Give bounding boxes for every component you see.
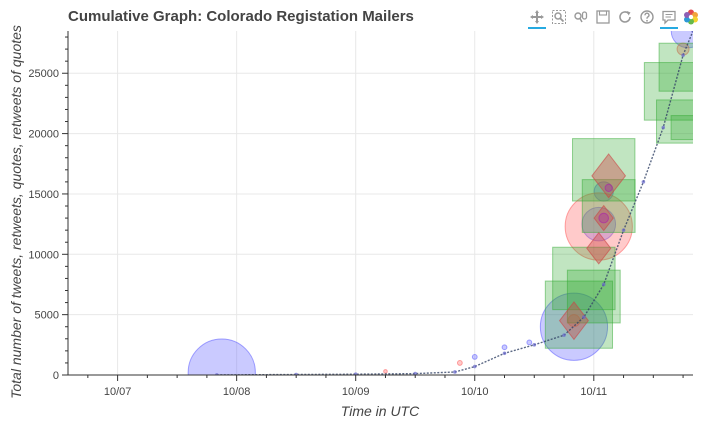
square-marker	[544, 280, 614, 349]
cumulative-point	[681, 53, 685, 57]
cumulative-point	[413, 371, 418, 375]
circle-marker	[456, 360, 463, 366]
y-tick-label: 15000	[28, 189, 59, 201]
cumulative-point	[661, 125, 666, 130]
help-icon[interactable]	[636, 6, 658, 28]
y-tick-label: 5000	[35, 310, 59, 322]
cumulative-point	[691, 31, 693, 33]
x-tick-label: 10/10	[461, 386, 489, 398]
y-tick-label: 10000	[28, 249, 59, 261]
cumulative-point	[294, 372, 298, 375]
circle-marker	[598, 212, 610, 224]
save-icon[interactable]	[592, 6, 614, 28]
toolbar	[526, 6, 702, 29]
circle-marker	[383, 369, 388, 374]
cumulative-series-line	[216, 31, 693, 375]
hover-icon[interactable]	[658, 6, 680, 29]
x-tick-label: 10/07	[104, 386, 132, 398]
cumulative-point	[562, 333, 566, 337]
circle-marker	[604, 183, 613, 193]
cumulative-point	[532, 343, 537, 347]
y-tick-label: 20000	[28, 129, 59, 141]
y-tick-label: 25000	[28, 68, 59, 80]
cumulative-point	[453, 370, 457, 374]
diamond-marker	[593, 204, 614, 232]
cumulative-point	[582, 315, 586, 319]
circle-marker	[526, 339, 533, 346]
cumulative-line	[215, 31, 693, 375]
x-axis-title: Time in UTC	[341, 403, 420, 419]
diamond-marker	[591, 153, 627, 199]
cumulative-point	[472, 364, 477, 369]
y-axis-title: Total number of tweets, retweets, quotes…	[8, 25, 24, 399]
square-marker	[656, 99, 693, 144]
x-tick-label: 10/09	[342, 386, 370, 398]
x-tick-label: 10/08	[223, 386, 251, 398]
square-marker	[552, 246, 616, 311]
pan-icon[interactable]	[526, 6, 548, 29]
diamond-marker	[586, 231, 612, 265]
reset-icon[interactable]	[614, 6, 636, 28]
cumulative-point	[641, 180, 646, 184]
cumulative-point	[502, 351, 507, 356]
chart-title: Cumulative Graph: Colorado Registation M…	[68, 8, 414, 25]
square-marker	[670, 115, 693, 141]
cumulative-point	[601, 282, 606, 287]
diamond-marker	[558, 301, 589, 341]
box-zoom-icon[interactable]	[548, 6, 570, 28]
bokeh-logo-icon[interactable]	[680, 6, 702, 28]
cumulative-point	[621, 228, 626, 232]
wheel-zoom-icon[interactable]	[570, 6, 592, 28]
y-tick-label: 0	[53, 370, 59, 382]
scatter-markers	[187, 31, 693, 375]
square-marker	[566, 269, 621, 324]
circle-marker	[501, 344, 508, 351]
x-tick-label: 10/11	[580, 386, 607, 398]
square-marker	[658, 42, 693, 92]
axes: 10/07 10/08 10/09 10/10 10/11 0 5000 10000 15000…	[28, 31, 693, 398]
cumulative-point	[353, 372, 358, 375]
circle-marker	[471, 353, 478, 360]
circle-marker	[187, 338, 256, 375]
